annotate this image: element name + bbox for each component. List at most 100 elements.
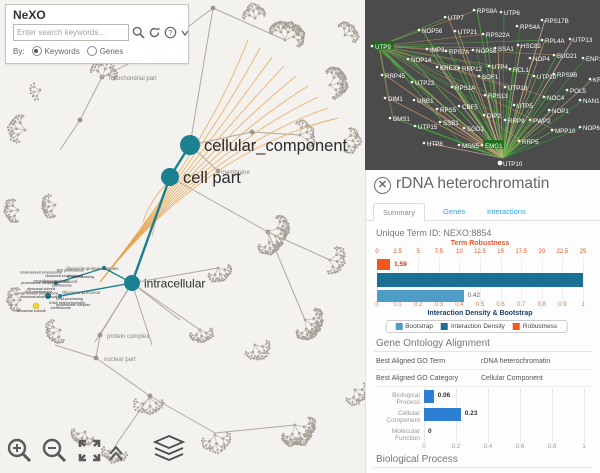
gene-node-UTP4[interactable]: UTP4 [492, 64, 508, 71]
gene-node-SSA1[interactable]: SSA1 [498, 46, 514, 53]
radio-keywords[interactable] [31, 46, 42, 56]
term-node-cellular-component[interactable] [180, 135, 200, 155]
legend-robustness[interactable]: Robustness [512, 323, 557, 330]
cluster-label: small-subunit processome [17, 292, 59, 296]
gene-node-RRP45[interactable]: RRP45 [385, 73, 406, 80]
gene-node-RRP9[interactable]: RRP9 [508, 118, 525, 125]
gene-node-RPS13[interactable]: RPS13 [488, 93, 508, 100]
gene-node-BUD21[interactable]: BUD21 [557, 53, 578, 60]
gene-node-SGD1[interactable]: SGD1 [467, 126, 484, 133]
term-node-intracellular[interactable] [124, 275, 140, 291]
layers-icon[interactable] [151, 434, 187, 469]
gene-node-UTP18[interactable]: UTP18 [508, 85, 528, 92]
close-icon[interactable]: ✕ [374, 177, 391, 194]
gene-node-SSB1[interactable]: SSB1 [443, 120, 459, 127]
cluster-label: rRNA processing [67, 275, 94, 279]
gene-node-NOP4[interactable]: NOP4 [533, 56, 550, 63]
legend-interaction-density[interactable]: Interaction Density [441, 323, 505, 330]
gene-node-UTP9[interactable]: UTP9 [375, 44, 391, 51]
gene-node-MPP10[interactable]: MPP10 [555, 128, 576, 135]
gene-node-NOP56[interactable]: NOP56 [422, 28, 443, 35]
chevron-down-icon[interactable] [180, 28, 190, 38]
zoom-in-button[interactable] [6, 437, 33, 469]
fit-view-button[interactable] [76, 437, 103, 469]
gene-node-KRE33[interactable]: KRE33 [440, 65, 460, 72]
term-label-small[interactable]: membrane [221, 170, 250, 176]
cluster-label: rDNA heterochromatin [49, 301, 85, 305]
term-label-small[interactable]: protein complex [107, 334, 149, 340]
gene-node-RPS22A[interactable]: RPS22A [486, 32, 511, 39]
radio-genes[interactable] [86, 46, 97, 56]
gene-node-POL5[interactable]: POL5 [570, 88, 586, 95]
gene-node-RCL1[interactable]: RCL1 [513, 67, 529, 74]
gene-node-NOP1[interactable]: NOP1 [552, 108, 569, 115]
cluster-label: ribosomal subunit [17, 309, 45, 313]
cluster-label: 90S preribosome [57, 269, 84, 273]
tab-summary[interactable]: Summary [373, 203, 426, 221]
chart-legend: Bootstrap Interaction Density Robustness [385, 320, 568, 333]
gene-node-UTP22[interactable]: UTP22 [415, 80, 435, 87]
gene-node-RPS5[interactable]: RPS5 [440, 107, 457, 114]
gene-node-HSC82[interactable]: HSC82 [521, 43, 542, 50]
gene-node-NOC4[interactable]: NOC4 [547, 95, 565, 102]
gene-node-RPS17B[interactable]: RPS17B [545, 18, 569, 25]
gene-node-UTP20[interactable]: UTP20 [537, 74, 557, 81]
gene-node-RPS4A[interactable]: RPS4A [520, 24, 541, 31]
legend-bootstrap[interactable]: Bootstrap [395, 323, 433, 330]
gene-node-EMG1[interactable]: EMG1 [485, 143, 503, 150]
cluster-label: processome complex [56, 303, 90, 307]
search-icon[interactable] [132, 26, 145, 39]
term-label[interactable]: cellular_component [204, 137, 348, 155]
term-label-small[interactable]: mitochondrial part [109, 76, 157, 82]
term-label-small[interactable]: ribosomal subunit [42, 279, 78, 284]
tab-genes[interactable]: Genes [443, 207, 466, 216]
gene-node-UTP10[interactable]: UTP10 [503, 161, 523, 168]
refresh-icon[interactable] [148, 26, 161, 39]
gene-node-IMP3[interactable]: IMP3 [430, 47, 445, 54]
term-label[interactable]: cell part [183, 169, 241, 187]
gene-node-UTP8[interactable]: UTP8 [427, 141, 443, 148]
help-icon[interactable]: ? [164, 26, 177, 39]
gene-node-RPL4A[interactable]: RPL4A [545, 38, 565, 45]
tab-interactions[interactable]: Interactions [487, 207, 526, 216]
gene-node-UTP21[interactable]: UTP21 [458, 29, 478, 36]
gene-node-CBF5[interactable]: CBF5 [462, 104, 478, 111]
gene-node-RRP12[interactable]: RRP12 [462, 66, 483, 73]
gene-node-RPS7A[interactable]: RPS7A [449, 49, 470, 56]
gene-node-ENP1[interactable]: ENP1 [586, 56, 600, 63]
gene-node-MSN5[interactable]: MSN5 [462, 143, 480, 150]
gene-node-URB1[interactable]: URB1 [417, 98, 434, 105]
gene-node-RRP5[interactable]: RRP5 [522, 139, 539, 146]
cluster-label: 90S preribosome [25, 290, 52, 294]
gene-network-panel[interactable]: RPS8A UTP6 UTP7 RPS17B NOP56 UTP21 RPS22A RPS4A… [365, 0, 600, 170]
gene-node-UTP6[interactable]: UTP6 [504, 10, 520, 17]
gene-node-DIP2[interactable]: DIP2 [487, 113, 501, 120]
gene-node-DIM1[interactable]: DIM1 [388, 96, 403, 103]
gene-node-SOF1[interactable]: SOF1 [482, 74, 499, 81]
term-label[interactable]: intracellular [144, 276, 205, 290]
term-label-small[interactable]: ribosome precursor [62, 290, 101, 295]
gene-node-UTP7[interactable]: UTP7 [448, 15, 464, 22]
gene-node-RPS8A[interactable]: RPS8A [477, 8, 498, 15]
term-label-small[interactable]: nuclear part [104, 357, 136, 363]
go-category-chart: Biological Process 0.06 Cellular Component… [366, 388, 600, 452]
collapse-chevron-icon[interactable] [107, 444, 125, 469]
gene-node-NOP6[interactable]: NOP6 [583, 125, 600, 132]
gene-node-UTP15[interactable]: UTP15 [418, 124, 438, 131]
gene-node-RPS9B[interactable]: RPS9B [557, 72, 577, 79]
gene-node-RPS1A[interactable]: RPS1A [455, 85, 476, 92]
gene-node-UTP13[interactable]: UTP13 [573, 37, 593, 44]
gene-node-KRR1[interactable]: KRR1 [593, 77, 600, 84]
gene-node-NOP14[interactable]: NOP14 [411, 57, 432, 64]
term-node-cell-part[interactable] [161, 168, 179, 186]
zoom-out-button[interactable] [41, 437, 68, 469]
gene-node-NOP58[interactable]: NOP58 [476, 48, 497, 55]
cluster-label: processome complex [21, 281, 55, 285]
gene-node-NAN1[interactable]: NAN1 [583, 98, 600, 105]
gene-node-PWP2[interactable]: PWP2 [533, 118, 551, 125]
gene-node-BMS1[interactable]: BMS1 [393, 116, 410, 123]
search-input[interactable] [13, 24, 129, 41]
term-label-small[interactable]: ribonucleoprotein complex [66, 266, 119, 271]
gene-node-UTP5[interactable]: UTP5 [517, 103, 533, 110]
